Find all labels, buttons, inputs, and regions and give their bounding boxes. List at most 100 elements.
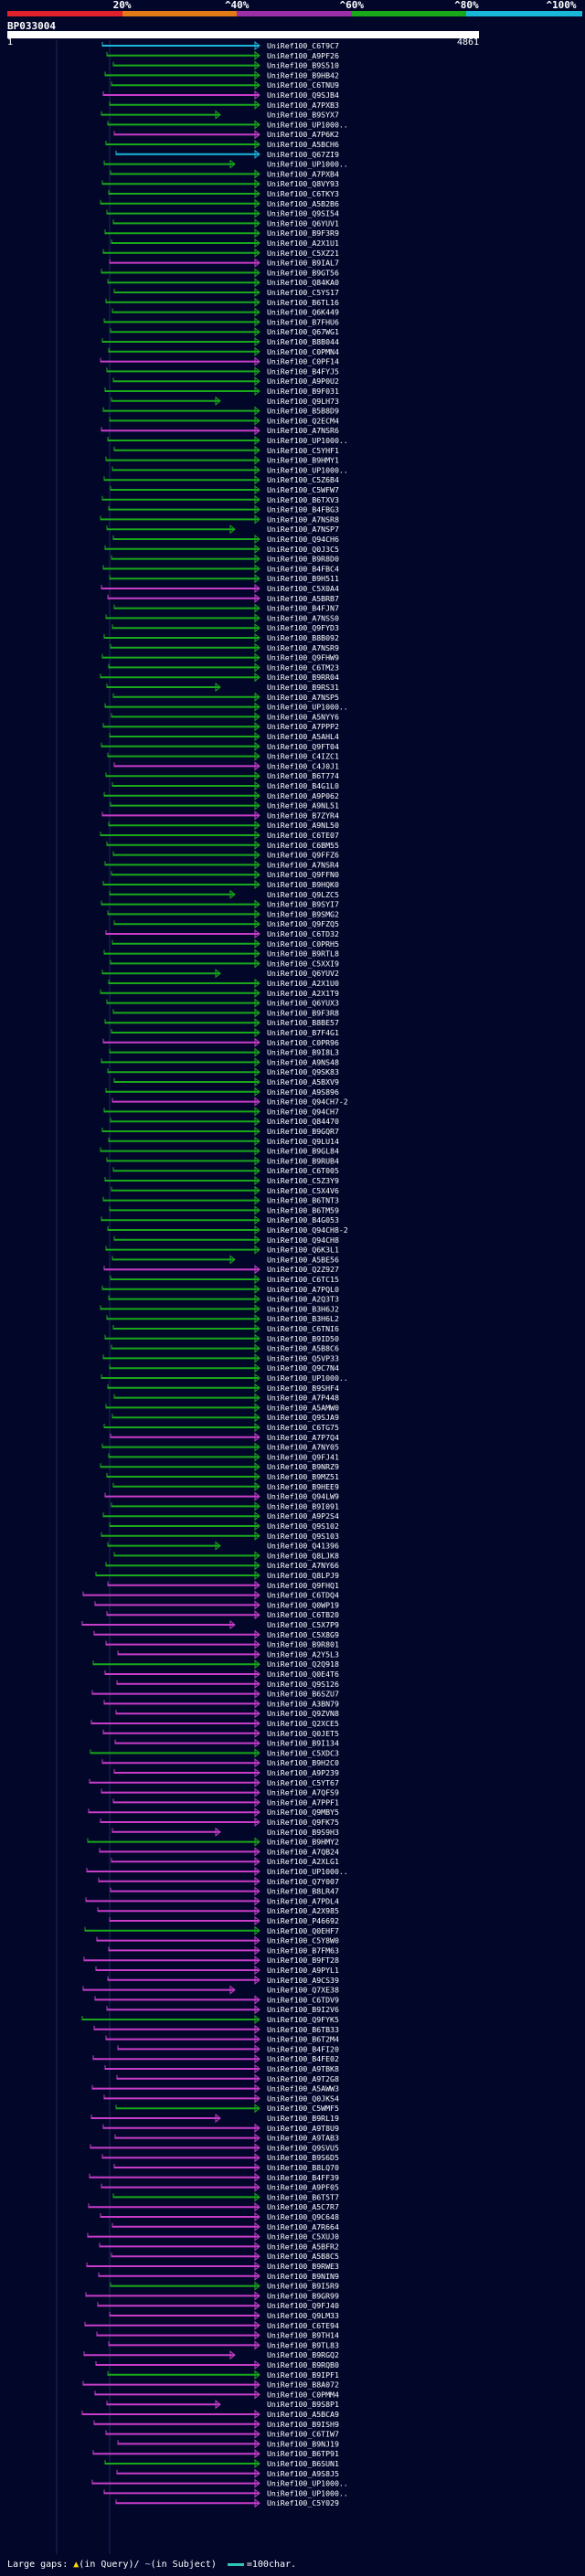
hit-label[interactable]: UniRef100_A7QFS9	[267, 1788, 339, 1797]
hit-label[interactable]: UniRef100_B9SYI7	[267, 900, 339, 909]
hit-label[interactable]: UniRef100_Q9LH73	[267, 397, 339, 406]
hit-label[interactable]: UniRef100_A7PPP2	[267, 722, 339, 731]
hit-label[interactable]: UniRef100_C6TNI6	[267, 1324, 339, 1333]
hit-label[interactable]: UniRef100_A9PF05	[267, 2183, 339, 2192]
hit-label[interactable]: UniRef100_A9NS48	[267, 1057, 339, 1066]
hit-label[interactable]: UniRef100_C6BM55	[267, 841, 339, 850]
hit-label[interactable]: UniRef100_Q6K3L1	[267, 1246, 339, 1255]
hit-label[interactable]: UniRef100_B9HEE9	[267, 1482, 339, 1491]
hit-label[interactable]: UniRef100_C6TIW7	[267, 2430, 339, 2439]
hit-label[interactable]: UniRef100_C0PMM4	[267, 2390, 339, 2399]
hit-label[interactable]: UniRef100_B9H511	[267, 574, 339, 583]
hit-label[interactable]: UniRef100_B9ID50	[267, 1334, 339, 1343]
hit-label[interactable]: UniRef100_B4FI20	[267, 2044, 339, 2053]
hit-label[interactable]: UniRef100_Q9FYD3	[267, 623, 339, 632]
hit-label[interactable]: UniRef100_A5BE56	[267, 1255, 339, 1264]
hit-label[interactable]: UniRef100_Q0E4T6	[267, 1670, 339, 1679]
hit-label[interactable]: UniRef100_B9TL83	[267, 2340, 339, 2349]
hit-label[interactable]: UniRef100_B9S9H3	[267, 1828, 339, 1837]
hit-label[interactable]: UniRef100_Q9S126	[267, 1680, 339, 1689]
hit-label[interactable]: UniRef100_A9PYL1	[267, 1966, 339, 1975]
hit-label[interactable]: UniRef100_B9GR99	[267, 2291, 339, 2300]
hit-label[interactable]: UniRef100_Q9LM33	[267, 2311, 339, 2320]
hit-label[interactable]: UniRef100_A9S8J5	[267, 2469, 339, 2478]
hit-label[interactable]: UniRef100_C0PMN4	[267, 347, 339, 356]
hit-label[interactable]: UniRef100_B9HQK0	[267, 880, 339, 889]
hit-label[interactable]: UniRef100_B9ISH9	[267, 2420, 339, 2429]
hit-label[interactable]: UniRef100_B7FHU6	[267, 317, 339, 326]
hit-label[interactable]: UniRef100_B9IPF1	[267, 2370, 339, 2380]
hit-label[interactable]: UniRef100_C5YT67	[267, 1778, 339, 1787]
hit-label[interactable]: UniRef100_A7NY05	[267, 1443, 339, 1452]
hit-label[interactable]: UniRef100_Q8LJK8	[267, 1551, 339, 1560]
hit-label[interactable]: UniRef100_B9TH14	[267, 2331, 339, 2340]
hit-label[interactable]: UniRef100_C5X0A4	[267, 584, 339, 593]
hit-label[interactable]: UniRef100_A5AMW0	[267, 1403, 339, 1412]
hit-label[interactable]: UniRef100_B4FE02	[267, 2054, 339, 2063]
hit-label[interactable]: UniRef100_Q9SVU5	[267, 2143, 339, 2152]
hit-label[interactable]: UniRef100_A2X1U1	[267, 239, 339, 248]
hit-label[interactable]: UniRef100_B9RQB0	[267, 2360, 339, 2369]
hit-label[interactable]: UniRef100_A2Q3T3	[267, 1295, 339, 1304]
hit-label[interactable]: UniRef100_Q9FFN0	[267, 870, 339, 879]
hit-label[interactable]: UniRef100_C6TB20	[267, 1610, 339, 1619]
hit-label[interactable]: UniRef100_B9R801	[267, 1640, 339, 1649]
hit-label[interactable]: UniRef100_C0PRH5	[267, 939, 339, 949]
hit-label[interactable]: UniRef100_C0PF14	[267, 357, 339, 366]
hit-label[interactable]: UniRef100_C5Z6B4	[267, 475, 339, 484]
hit-label[interactable]: UniRef100_B7F4G1	[267, 1028, 339, 1037]
hit-label[interactable]: UniRef100_A9NL50	[267, 821, 339, 830]
hit-label[interactable]: UniRef100_B9F3R8	[267, 1008, 339, 1017]
hit-label[interactable]: UniRef100_B9HB42	[267, 70, 339, 80]
hit-label[interactable]: UniRef100_A9P062	[267, 791, 339, 800]
hit-label[interactable]: UniRef100_Q9FJ40	[267, 2301, 339, 2310]
hit-label[interactable]: UniRef100_B9HMY2	[267, 1838, 339, 1847]
hit-label[interactable]: UniRef100_A3BN79	[267, 1699, 339, 1708]
hit-label[interactable]: UniRef100_Q9LU14	[267, 1137, 339, 1146]
hit-label[interactable]: UniRef100_B9I8L3	[267, 1048, 339, 1057]
hit-label[interactable]: UniRef100_Q9FFZ6	[267, 851, 339, 860]
hit-label[interactable]: UniRef100_Q5VP33	[267, 1353, 339, 1362]
hit-label[interactable]: UniRef100_A5B8C5	[267, 2252, 339, 2261]
hit-label[interactable]: UniRef100_A7NSR6	[267, 426, 339, 435]
hit-label[interactable]: UniRef100_B4FF39	[267, 2173, 339, 2182]
hit-label[interactable]: UniRef100_Q9C7N4	[267, 1363, 339, 1373]
hit-label[interactable]: UniRef100_B8A072	[267, 2380, 339, 2390]
hit-label[interactable]: UniRef100_B6TB33	[267, 2025, 339, 2034]
hit-label[interactable]: UniRef100_B6TP91	[267, 2449, 339, 2458]
hit-label[interactable]: UniRef100_Q6YUV2	[267, 969, 339, 978]
hit-label[interactable]: UniRef100_A7P7Q4	[267, 1433, 339, 1442]
hit-label[interactable]: UniRef100_C5X8G9	[267, 1630, 339, 1639]
hit-label[interactable]: UniRef100_UP1000..	[267, 465, 348, 474]
hit-label[interactable]: UniRef100_C6TD32	[267, 929, 339, 938]
hit-label[interactable]: UniRef100_A5BCH6	[267, 140, 339, 149]
hit-label[interactable]: UniRef100_C5XDC3	[267, 1748, 339, 1757]
hit-label[interactable]: UniRef100_B8LQ70	[267, 2163, 339, 2172]
hit-label[interactable]: UniRef100_C6TDV9	[267, 1995, 339, 2004]
hit-label[interactable]: UniRef100_Q94CH6	[267, 535, 339, 544]
hit-label[interactable]: UniRef100_Q8LPJ9	[267, 1571, 339, 1580]
hit-label[interactable]: UniRef100_A7PDL4	[267, 1896, 339, 1905]
hit-label[interactable]: UniRef100_UP1000..	[267, 160, 348, 169]
hit-label[interactable]: UniRef100_B9MZ51	[267, 1472, 339, 1481]
hit-label[interactable]: UniRef100_C0PR96	[267, 1038, 339, 1047]
hit-label[interactable]: UniRef100_Q9SK83	[267, 1067, 339, 1076]
hit-label[interactable]: UniRef100_C5X4V6	[267, 1186, 339, 1195]
hit-label[interactable]: UniRef100_B9S8P1	[267, 2400, 339, 2409]
hit-label[interactable]: UniRef100_B6T774	[267, 771, 339, 780]
hit-label[interactable]: UniRef100_B9S6D5	[267, 2153, 339, 2162]
hit-label[interactable]: UniRef100_Q2ECM4	[267, 416, 339, 425]
hit-label[interactable]: UniRef100_C5YS17	[267, 288, 339, 297]
hit-label[interactable]: UniRef100_B6T5T7	[267, 2192, 339, 2201]
hit-label[interactable]: UniRef100_B9RGQ2	[267, 2350, 339, 2359]
hit-label[interactable]: UniRef100_B9I5R9	[267, 2282, 339, 2291]
hit-label[interactable]: UniRef100_B9IAL7	[267, 259, 339, 268]
hit-label[interactable]: UniRef100_Q0JKS4	[267, 2094, 339, 2103]
hit-label[interactable]: UniRef100_A9TBK8	[267, 2064, 339, 2073]
hit-label[interactable]: UniRef100_A9P239	[267, 1768, 339, 1777]
hit-label[interactable]: UniRef100_Q6K449	[267, 308, 339, 317]
hit-label[interactable]: UniRef100_Q8VY93	[267, 179, 339, 188]
hit-label[interactable]: UniRef100_B9RR04	[267, 673, 339, 682]
hit-label[interactable]: UniRef100_A9CS39	[267, 1976, 339, 1985]
hit-label[interactable]: UniRef100_A2X985	[267, 1906, 339, 1915]
